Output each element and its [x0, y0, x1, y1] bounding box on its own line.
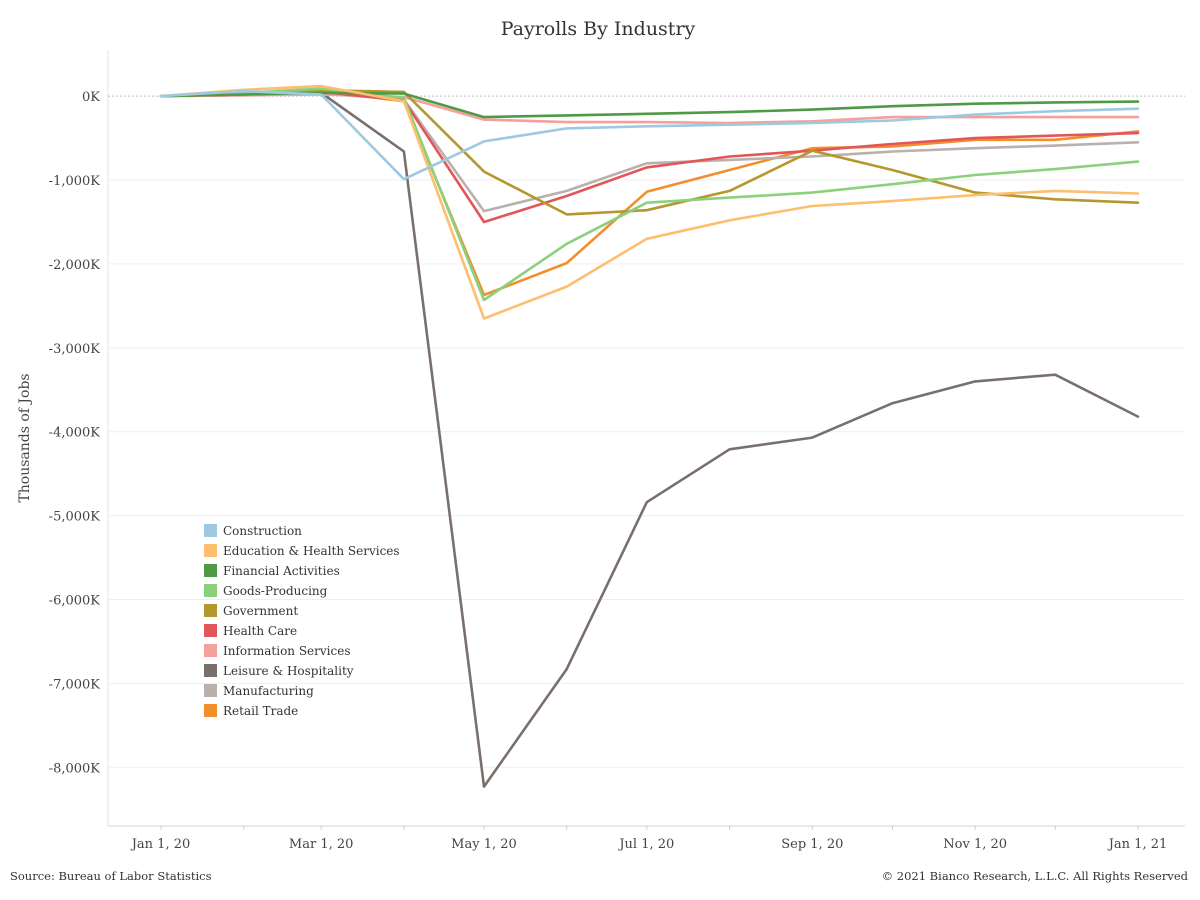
y-tick-label: -3,000K — [49, 342, 101, 357]
legend-item-education-health-services[interactable]: Education & Health Services — [204, 544, 400, 558]
x-tick-label: Jul 1, 20 — [617, 837, 674, 852]
legend[interactable]: Construction Education & Health Services F… — [204, 524, 400, 718]
series-line-financial-activities — [159, 91, 1140, 119]
legend-swatch — [204, 544, 217, 557]
y-tick-label: -5,000K — [49, 510, 101, 525]
y-axis: 0K -1,000K -2,000K -3,000K -4,000K -5,000K -6,… — [49, 90, 101, 776]
y-tick-label: -6,000K — [49, 593, 101, 608]
series-line-construction — [159, 89, 1140, 181]
x-tick-label: Jan 1, 21 — [1107, 837, 1168, 852]
legend-label: Construction — [223, 524, 302, 538]
legend-swatch — [204, 564, 217, 577]
source-note: Source: Bureau of Labor Statistics — [10, 869, 212, 883]
legend-label: Leisure & Hospitality — [223, 664, 354, 678]
series-line-government — [159, 89, 1140, 216]
legend-swatch — [204, 584, 217, 597]
gridlines — [107, 50, 1185, 826]
series-line-goods-producing — [159, 87, 1140, 302]
legend-item-information-services[interactable]: Information Services — [204, 644, 351, 658]
legend-item-manufacturing[interactable]: Manufacturing — [204, 684, 314, 698]
series-line-information-services — [159, 93, 1140, 125]
legend-label: Retail Trade — [223, 704, 298, 718]
chart-title: Payrolls By Industry — [500, 18, 696, 40]
x-tick-label: Jan 1, 20 — [130, 837, 191, 852]
legend-item-retail-trade[interactable]: Retail Trade — [204, 704, 298, 718]
legend-label: Goods-Producing — [223, 584, 328, 598]
x-axis: Jan 1, 20 Mar 1, 20 May 1, 20 Jul 1, 20 Sep … — [108, 825, 1185, 852]
legend-label: Financial Activities — [223, 564, 340, 578]
legend-item-construction[interactable]: Construction — [204, 524, 302, 538]
legend-swatch — [204, 624, 217, 637]
legend-item-health-care[interactable]: Health Care — [204, 624, 297, 638]
x-tick-label: Mar 1, 20 — [289, 837, 354, 852]
x-tick-label: May 1, 20 — [451, 837, 517, 852]
legend-swatch — [204, 644, 217, 657]
series-lines — [159, 84, 1140, 788]
legend-item-government[interactable]: Government — [204, 604, 298, 618]
series-line-education-health-services — [159, 84, 1140, 320]
y-tick-label: -2,000K — [49, 258, 101, 273]
y-tick-label: -8,000K — [49, 761, 101, 776]
series-line-leisure-hospitality — [159, 91, 1140, 788]
y-axis-title: Thousands of Jobs — [17, 373, 33, 502]
legend-item-financial-activities[interactable]: Financial Activities — [204, 564, 340, 578]
legend-label: Education & Health Services — [223, 544, 400, 558]
y-tick-label: -4,000K — [49, 426, 101, 441]
line-chart: Jan 1, 20 Mar 1, 20 May 1, 20 Jul 1, 20 Sep … — [17, 50, 1185, 852]
y-tick-label: -7,000K — [49, 677, 101, 692]
legend-label: Manufacturing — [223, 684, 314, 698]
legend-swatch — [204, 704, 217, 717]
y-tick-label: 0K — [82, 90, 100, 105]
legend-label: Health Care — [223, 624, 297, 638]
x-tick-label: Nov 1, 20 — [943, 837, 1007, 852]
legend-label: Government — [223, 604, 298, 618]
y-tick-label: -1,000K — [49, 174, 101, 189]
legend-swatch — [204, 664, 217, 677]
legend-swatch — [204, 524, 217, 537]
copyright-note: © 2021 Bianco Research, L.L.C. All Right… — [881, 869, 1188, 883]
legend-swatch — [204, 684, 217, 697]
x-tick-label: Sep 1, 20 — [781, 837, 843, 852]
legend-item-leisure-hospitality[interactable]: Leisure & Hospitality — [204, 664, 354, 678]
legend-item-goods-producing[interactable]: Goods-Producing — [204, 584, 328, 598]
legend-swatch — [204, 604, 217, 617]
legend-label: Information Services — [223, 644, 351, 658]
